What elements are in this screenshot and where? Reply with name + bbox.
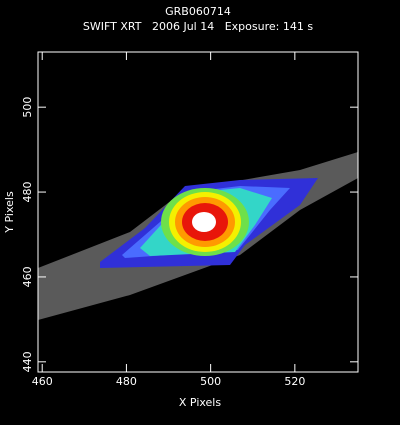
y-tick-label: 440 (21, 351, 34, 372)
x-tick-label: 460 (32, 375, 53, 388)
x-tick-label: 480 (116, 375, 137, 388)
plot-frame (37, 51, 359, 373)
x-tick-label: 520 (284, 375, 305, 388)
y-tick-label: 500 (21, 97, 34, 118)
x-axis-label: X Pixels (179, 396, 221, 409)
y-tick-label: 460 (21, 266, 34, 287)
y-tick-label: 480 (21, 182, 34, 203)
image (38, 152, 358, 320)
y-axis-label: Y Pixels (3, 191, 16, 234)
chart-subtitle: SWIFT XRT 2006 Jul 14 Exposure: 141 s (83, 20, 313, 33)
x-tick-label: 500 (200, 375, 221, 388)
chart-title: GRB060714 (165, 5, 231, 18)
white-level (192, 212, 216, 232)
